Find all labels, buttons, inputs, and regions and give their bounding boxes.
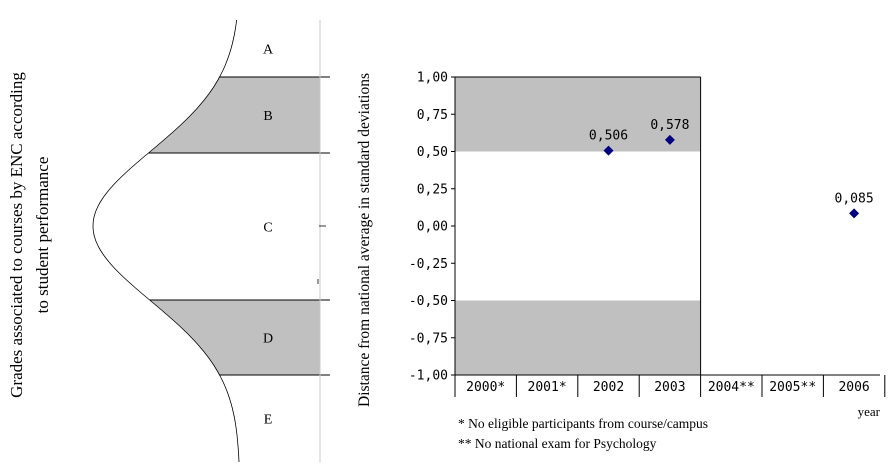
x-tick-label: 2004**	[708, 380, 755, 395]
x-tick-label: 2001*	[528, 380, 567, 395]
data-point	[603, 145, 614, 156]
x-tick-label: 2003	[654, 380, 685, 395]
y-tick-label: 0,75	[417, 108, 448, 123]
chart-ylabel: Distance from national average in standa…	[356, 73, 373, 407]
grade-label-b: B	[263, 109, 272, 124]
data-label: 0,578	[650, 118, 689, 133]
grade-labels: A B C D E	[263, 43, 274, 428]
bell-curve	[92, 19, 240, 463]
grade-label-e: E	[264, 413, 273, 428]
footnote-2: ** No national exam for Psychology	[458, 436, 657, 451]
data-label: 0,506	[589, 129, 628, 144]
curve-mask	[0, 20, 239, 462]
x-categories: 2000* 2001* 2002 2003 2004** 2005** 2006	[454, 375, 886, 397]
y-tick-label: 0,00	[417, 220, 448, 235]
y-tick-label: -0,75	[409, 331, 448, 346]
grade-label-c: C	[263, 221, 272, 236]
grade-bands	[0, 20, 330, 462]
footnote-1: * No eligible participants from course/c…	[458, 416, 708, 431]
data-point	[664, 134, 675, 145]
grade-label-d: D	[263, 332, 273, 347]
y-tick-label: -1,00	[409, 369, 448, 384]
shaded-bands	[455, 77, 701, 375]
left-ylabel-line1: Grades associated to courses by ENC acco…	[7, 72, 26, 398]
x-tick-label: 2002	[593, 380, 624, 395]
grade-label-a: A	[263, 43, 274, 58]
y-tick-label: 1,00	[417, 71, 448, 86]
y-tick-label: -0,50	[409, 294, 448, 309]
x-tick-label: 2000*	[466, 380, 505, 395]
y-tick-label: 0,25	[417, 182, 448, 197]
shaded-band	[455, 77, 701, 152]
grade-panel: A B C D E Grades associated to courses by EN…	[0, 19, 330, 463]
x-tick-label: 2006	[838, 380, 869, 395]
y-ticks: -1,00 -0,75 -0,50 -0,25 0,00 0,25 0,50 0,75 1,00	[409, 71, 455, 384]
scatter-chart: Distance from national average in standa…	[356, 71, 886, 451]
shaded-band	[455, 300, 701, 375]
data-label: 0,085	[835, 191, 874, 206]
left-ylabel-line2: to student performance	[33, 157, 52, 314]
x-tick-label: 2005**	[769, 380, 816, 395]
chart-xlabel: year	[858, 404, 881, 419]
y-tick-label: 0,50	[417, 145, 448, 160]
data-points: 0,506 0,578 0,085	[589, 118, 874, 219]
y-tick-label: -0,25	[409, 257, 448, 272]
data-point	[849, 208, 860, 219]
